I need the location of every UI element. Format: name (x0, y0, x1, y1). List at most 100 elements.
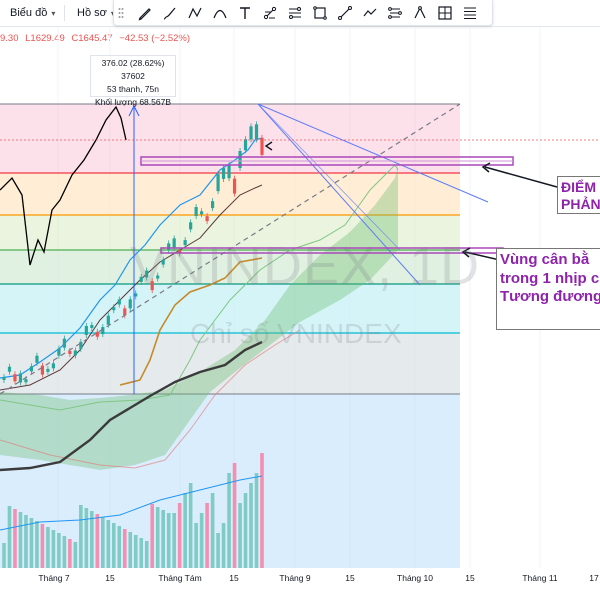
note-line: Tương đương (500, 288, 600, 305)
x-axis-label: 17 (589, 573, 599, 583)
x-axis-label: 15 (345, 573, 355, 583)
volume-bar (57, 533, 61, 568)
volume-bar (177, 503, 182, 568)
text-tool[interactable] (234, 2, 256, 24)
arrow-up-icon (128, 104, 140, 117)
volume-bar (84, 508, 89, 568)
fan-line (257, 103, 489, 203)
fib-zone-orange (0, 173, 460, 215)
price-chart[interactable] (0, 27, 600, 600)
fork-tool[interactable] (259, 2, 281, 24)
volume-bar (249, 483, 253, 568)
x-axis-label: Tháng 7 (38, 573, 70, 583)
pattern-tool[interactable] (384, 2, 406, 24)
polyline-icon (363, 8, 377, 17)
volume-bar (221, 523, 226, 568)
ohlc-open: 9.30 (0, 33, 19, 44)
volume-bar (18, 512, 23, 568)
fib-tool[interactable] (284, 2, 306, 24)
polyline-tool[interactable] (359, 2, 381, 24)
fib-icon (289, 7, 301, 19)
fib-levels-tool[interactable] (459, 2, 481, 24)
symbol-watermark: VNINDEX, 1D (130, 236, 481, 296)
volume-bar (73, 542, 78, 568)
profile-dropdown[interactable]: Hồ sơ ▾ (77, 4, 115, 22)
brush-tool[interactable] (159, 2, 181, 24)
volume-bar (150, 504, 155, 568)
measure-tooltip: 376.02 (28.62%) 37602 53 thanh, 75n Khối… (90, 55, 176, 107)
volume-bar (227, 473, 231, 568)
trendline-tool[interactable] (334, 2, 356, 24)
volume-bar (243, 493, 248, 568)
measure-tool[interactable] (434, 2, 456, 24)
kijun-line (0, 184, 263, 391)
path-tool[interactable] (184, 2, 206, 24)
triangle-icon (414, 6, 426, 19)
drag-handle-icon[interactable] (118, 7, 124, 19)
measure-bars: 53 thanh, 75n (107, 84, 159, 94)
volume-bar (210, 493, 215, 568)
volume-bar (35, 521, 39, 568)
lagging-span (0, 340, 263, 472)
volume-bar (111, 523, 116, 568)
volume-bar (183, 493, 187, 568)
volume-bar (254, 473, 259, 568)
volume-bar (62, 536, 67, 568)
volume-bar (166, 513, 171, 568)
measure-icon (438, 6, 452, 20)
fan-line (257, 103, 401, 251)
note-line: PHẢN (561, 196, 600, 212)
arrowhead-icon (264, 141, 273, 151)
volume-bar (79, 505, 83, 568)
path-icon (188, 7, 202, 19)
measure-volume: Khối lượng 68.567B (94, 97, 171, 107)
volume-bar (172, 513, 176, 568)
volume-bar (199, 513, 204, 568)
volume-bar (133, 535, 138, 568)
x-axis-label: Tháng 9 (279, 573, 311, 583)
volume-bar (2, 543, 6, 568)
text-note[interactable]: ĐIỂM PHẢN (557, 176, 600, 214)
brush-icon (163, 7, 176, 20)
volume-bar (13, 509, 17, 568)
fib-levels-icon (464, 7, 476, 20)
description-watermark: Chỉ số VNINDEX (190, 318, 402, 349)
volume-bar (155, 507, 160, 568)
volume-bar (90, 511, 94, 568)
arrowhead-icon (461, 247, 471, 258)
trendline-icon (338, 6, 352, 20)
curve-tool[interactable] (209, 2, 231, 24)
volume-bar (122, 529, 127, 568)
rectangle-tool[interactable] (309, 2, 331, 24)
volume-bar (216, 533, 220, 568)
volume-bar (46, 527, 50, 568)
x-axis-label: 15 (465, 573, 475, 583)
baseline-line (119, 257, 263, 386)
ohlc-legend: 9.30 L1629.49 C1645.47 −42.53 (−2.52%) (0, 33, 194, 44)
volume-bar (128, 532, 133, 568)
toolbar-divider (64, 5, 65, 21)
fib-trend-dashed (0, 103, 461, 395)
highlight-fill (141, 160, 513, 162)
fib-zone-cyan (0, 284, 460, 333)
pencil-tool[interactable] (134, 2, 156, 24)
pattern-icon (388, 7, 402, 19)
volume-histogram (2, 453, 264, 568)
volume-bar (205, 503, 209, 568)
callout-arrow (484, 166, 558, 188)
curve-icon (213, 9, 227, 19)
fan-line (257, 103, 421, 286)
volume-bar (106, 520, 111, 568)
volume-bar (161, 510, 165, 568)
candlesticks (2, 121, 264, 386)
text-note[interactable]: Vùng cân bằ trong 1 nhịp c Tương đương (496, 248, 600, 330)
volume-bar (95, 514, 100, 568)
measure-price-change: 376.02 (28.62%) 37602 (101, 58, 165, 81)
volume-ma-line (0, 475, 263, 531)
chevron-down-icon: ▾ (51, 8, 56, 18)
chevron-down-icon: ▾ (111, 9, 115, 18)
triangle-tool[interactable] (409, 2, 431, 24)
note-line: ĐIỂM (561, 179, 596, 195)
chart-type-label: Biểu đồ (10, 7, 48, 19)
chart-type-dropdown[interactable]: Biểu đồ ▾ (10, 4, 55, 22)
